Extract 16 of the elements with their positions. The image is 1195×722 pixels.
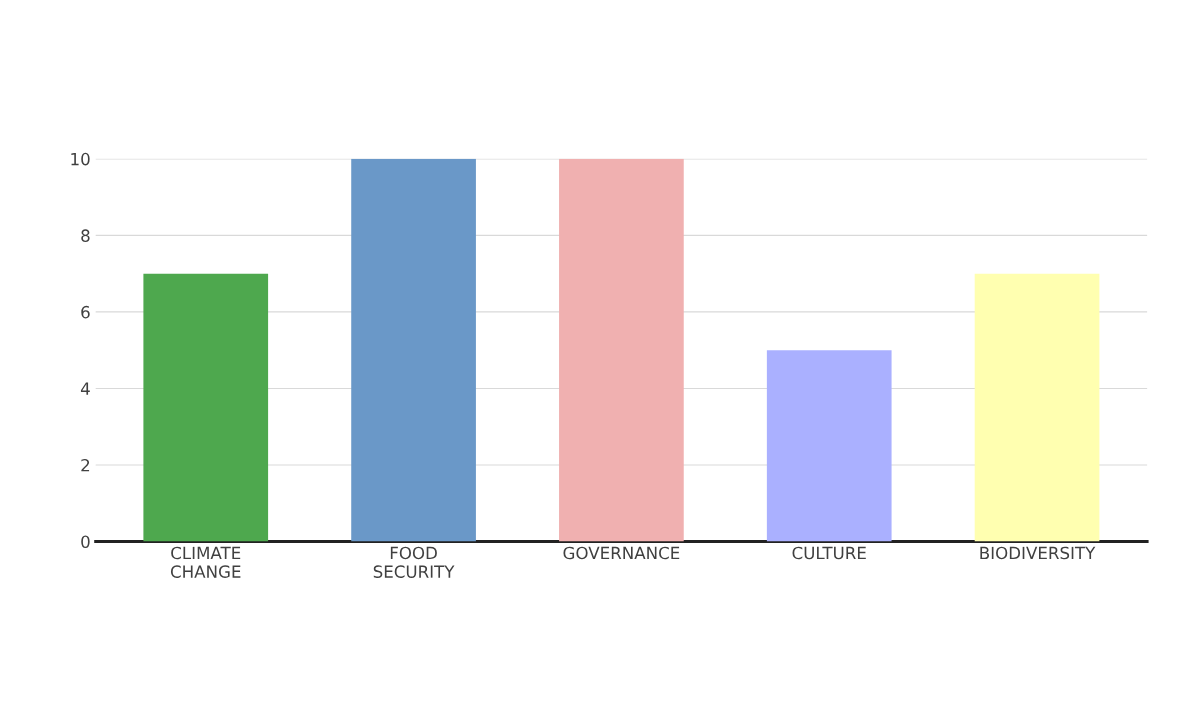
x-tick-label: CLIMATE CHANGE <box>170 546 241 578</box>
bar <box>766 350 892 542</box>
x-tick-label: BIODIVERSITY <box>980 546 1096 560</box>
y-tick-label: 8 <box>81 229 90 242</box>
x-tick-label: GOVERNANCE <box>563 546 680 560</box>
y-tick-label: 10 <box>71 152 90 166</box>
x-tick-label: FOOD SECURITY <box>373 546 455 578</box>
y-tick-label: 0 <box>81 535 90 549</box>
y-tick-label: 6 <box>81 305 90 319</box>
y-tick-label: 2 <box>81 458 90 472</box>
bar <box>351 158 476 542</box>
bar <box>559 158 684 542</box>
bar <box>974 273 1100 542</box>
bar <box>143 273 269 542</box>
x-tick-label: CULTURE <box>792 546 866 560</box>
y-tick-label: 4 <box>80 382 90 395</box>
